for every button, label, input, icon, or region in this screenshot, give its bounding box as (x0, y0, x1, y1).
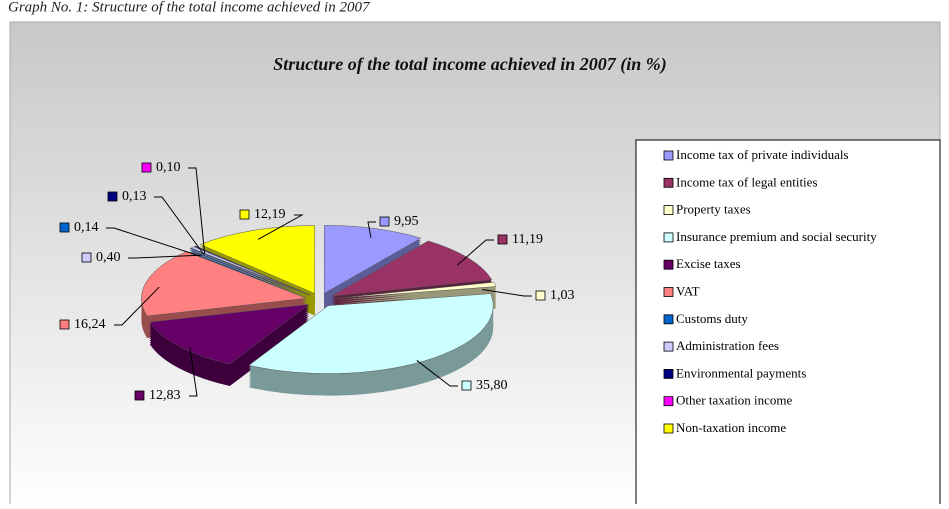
legend-swatch (663, 259, 674, 270)
label-swatch (141, 162, 152, 173)
data-label: 0,10 (156, 160, 181, 175)
slice (331, 240, 493, 297)
slice (248, 293, 494, 374)
leader-line (257, 214, 304, 240)
legend-label: Property taxes (676, 202, 751, 217)
legend-box (635, 139, 941, 509)
leader-line (154, 196, 205, 255)
legend-swatch (663, 150, 674, 161)
leader-line (482, 288, 532, 297)
leader-line (188, 167, 206, 255)
legend-label: Environmental payments (676, 365, 806, 380)
caption: Graph No. 1: Structure of the total inco… (8, 0, 371, 15)
leader-line (416, 360, 458, 387)
legend-swatch (663, 287, 674, 297)
slice-side (191, 250, 311, 300)
data-label: 0,14 (74, 220, 99, 235)
data-label: 1,03 (550, 288, 575, 303)
legend-label: Non-taxation income (676, 420, 786, 435)
slice (333, 281, 497, 299)
data-label: 35,80 (476, 378, 508, 393)
data-label: 12,19 (254, 207, 286, 222)
legend-swatch (663, 314, 674, 325)
label-swatch (461, 380, 472, 391)
legend-label: Income tax of private individuals (676, 147, 849, 162)
leader-line (106, 227, 201, 257)
leader-line (114, 286, 160, 326)
leader-line (457, 239, 494, 266)
slice-side (189, 250, 310, 298)
data-label: 16,24 (74, 317, 106, 332)
legend-swatch (663, 423, 674, 434)
data-label: 9,95 (394, 214, 419, 229)
slice (199, 225, 316, 294)
legend-label: VAT (676, 283, 700, 298)
slice (324, 225, 422, 294)
label-swatch (535, 290, 546, 301)
leader-line (189, 346, 198, 397)
label-swatch (134, 390, 145, 401)
leader-line (367, 221, 376, 238)
slice-side (191, 248, 311, 298)
chart-title: Structure of the total income achieved i… (273, 54, 667, 75)
legend-label: Other taxation income (676, 393, 792, 408)
legend-label: Administration fees (676, 338, 779, 353)
legend-swatch (663, 177, 674, 188)
leader-line (128, 254, 202, 259)
legend-label: Insurance premium and social security (676, 229, 877, 244)
legend-label: Excise taxes (676, 256, 741, 271)
legend-label: Income tax of legal entities (676, 174, 818, 189)
label-swatch (379, 216, 390, 227)
data-label: 0,13 (122, 189, 147, 204)
slice-side (189, 252, 310, 300)
data-label: 11,19 (512, 232, 543, 247)
label-swatch (497, 234, 508, 245)
label-swatch (107, 191, 118, 202)
legend-swatch (663, 341, 674, 352)
slice (189, 247, 310, 296)
legend-swatch (663, 368, 674, 379)
data-label: 12,83 (149, 388, 181, 403)
legend-label: Customs duty (676, 311, 748, 326)
label-swatch (239, 209, 250, 220)
label-swatch (59, 222, 70, 233)
legend-swatch (663, 232, 674, 243)
label-swatch (81, 252, 92, 263)
legend-swatch (663, 396, 674, 407)
data-label: 0,40 (96, 250, 121, 265)
legend-swatch (663, 205, 674, 216)
label-swatch (59, 319, 70, 330)
